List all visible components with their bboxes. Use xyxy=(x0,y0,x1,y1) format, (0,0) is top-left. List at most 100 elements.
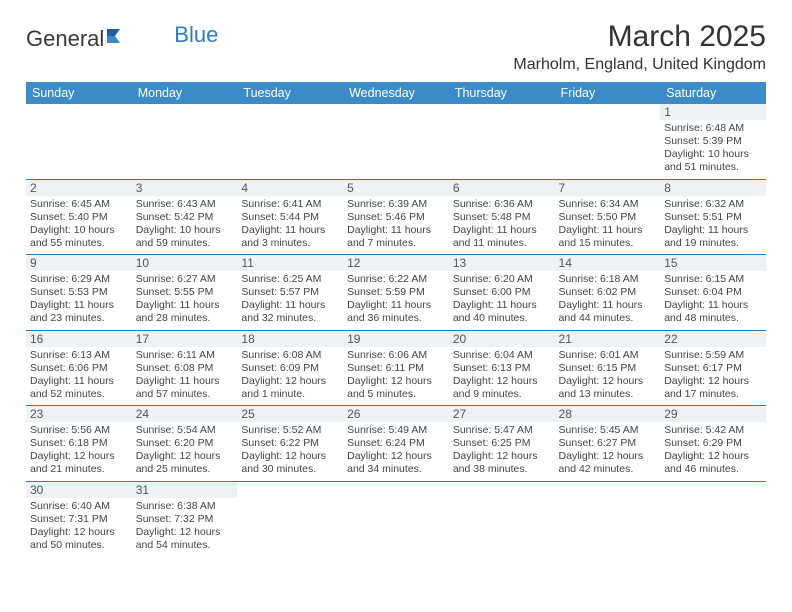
daylight-text: Daylight: 10 hours and 55 minutes. xyxy=(30,224,128,250)
sunrise-text: Sunrise: 6:25 AM xyxy=(241,273,339,286)
sunset-text: Sunset: 6:18 PM xyxy=(30,437,128,450)
day-info: Sunrise: 6:48 AMSunset: 5:39 PMDaylight:… xyxy=(664,122,762,175)
calendar-cell: 20Sunrise: 6:04 AMSunset: 6:13 PMDayligh… xyxy=(449,330,555,406)
sunset-text: Sunset: 5:44 PM xyxy=(241,211,339,224)
daylight-text: Daylight: 12 hours and 1 minute. xyxy=(241,375,339,401)
sunrise-text: Sunrise: 6:34 AM xyxy=(559,198,657,211)
day-number: 21 xyxy=(555,331,661,347)
daylight-text: Daylight: 12 hours and 34 minutes. xyxy=(347,450,445,476)
day-number: 27 xyxy=(449,406,555,422)
sunrise-text: Sunrise: 6:36 AM xyxy=(453,198,551,211)
sunrise-text: Sunrise: 6:18 AM xyxy=(559,273,657,286)
calendar-cell-empty xyxy=(555,481,661,556)
calendar-cell-empty xyxy=(449,104,555,179)
calendar-cell-empty xyxy=(555,104,661,179)
sunrise-text: Sunrise: 6:45 AM xyxy=(30,198,128,211)
calendar-table: Sunday Monday Tuesday Wednesday Thursday… xyxy=(26,82,766,556)
calendar-cell: 12Sunrise: 6:22 AMSunset: 5:59 PMDayligh… xyxy=(343,255,449,331)
day-number: 13 xyxy=(449,255,555,271)
calendar-cell: 31Sunrise: 6:38 AMSunset: 7:32 PMDayligh… xyxy=(132,481,238,556)
day-number: 4 xyxy=(237,180,343,196)
weekday-header-row: Sunday Monday Tuesday Wednesday Thursday… xyxy=(26,82,766,104)
sunrise-text: Sunrise: 6:15 AM xyxy=(664,273,762,286)
daylight-text: Daylight: 10 hours and 59 minutes. xyxy=(136,224,234,250)
sunrise-text: Sunrise: 6:01 AM xyxy=(559,349,657,362)
sunset-text: Sunset: 6:24 PM xyxy=(347,437,445,450)
day-info: Sunrise: 5:54 AMSunset: 6:20 PMDaylight:… xyxy=(136,424,234,477)
daylight-text: Daylight: 12 hours and 54 minutes. xyxy=(136,526,234,552)
sunrise-text: Sunrise: 6:11 AM xyxy=(136,349,234,362)
calendar-cell-empty xyxy=(132,104,238,179)
calendar-cell: 15Sunrise: 6:15 AMSunset: 6:04 PMDayligh… xyxy=(660,255,766,331)
daylight-text: Daylight: 11 hours and 52 minutes. xyxy=(30,375,128,401)
daylight-text: Daylight: 12 hours and 13 minutes. xyxy=(559,375,657,401)
sunrise-text: Sunrise: 5:47 AM xyxy=(453,424,551,437)
calendar-cell-empty xyxy=(449,481,555,556)
day-info: Sunrise: 6:01 AMSunset: 6:15 PMDaylight:… xyxy=(559,349,657,402)
day-info: Sunrise: 5:52 AMSunset: 6:22 PMDaylight:… xyxy=(241,424,339,477)
day-info: Sunrise: 6:18 AMSunset: 6:02 PMDaylight:… xyxy=(559,273,657,326)
day-number: 18 xyxy=(237,331,343,347)
sunrise-text: Sunrise: 6:04 AM xyxy=(453,349,551,362)
day-number: 29 xyxy=(660,406,766,422)
daylight-text: Daylight: 12 hours and 46 minutes. xyxy=(664,450,762,476)
calendar-row: 23Sunrise: 5:56 AMSunset: 6:18 PMDayligh… xyxy=(26,406,766,482)
day-number: 9 xyxy=(26,255,132,271)
day-number: 3 xyxy=(132,180,238,196)
logo: General Blue xyxy=(26,20,218,52)
sunset-text: Sunset: 6:27 PM xyxy=(559,437,657,450)
sunset-text: Sunset: 6:08 PM xyxy=(136,362,234,375)
day-info: Sunrise: 6:43 AMSunset: 5:42 PMDaylight:… xyxy=(136,198,234,251)
weekday-header: Friday xyxy=(555,82,661,104)
location-text: Marholm, England, United Kingdom xyxy=(513,56,766,74)
sunrise-text: Sunrise: 6:48 AM xyxy=(664,122,762,135)
sunrise-text: Sunrise: 6:08 AM xyxy=(241,349,339,362)
sunset-text: Sunset: 5:55 PM xyxy=(136,286,234,299)
day-number: 11 xyxy=(237,255,343,271)
day-info: Sunrise: 6:15 AMSunset: 6:04 PMDaylight:… xyxy=(664,273,762,326)
day-number: 23 xyxy=(26,406,132,422)
weekday-header: Monday xyxy=(132,82,238,104)
day-info: Sunrise: 6:13 AMSunset: 6:06 PMDaylight:… xyxy=(30,349,128,402)
daylight-text: Daylight: 10 hours and 51 minutes. xyxy=(664,148,762,174)
sunset-text: Sunset: 6:20 PM xyxy=(136,437,234,450)
sunset-text: Sunset: 6:02 PM xyxy=(559,286,657,299)
day-info: Sunrise: 6:36 AMSunset: 5:48 PMDaylight:… xyxy=(453,198,551,251)
day-info: Sunrise: 6:06 AMSunset: 6:11 PMDaylight:… xyxy=(347,349,445,402)
day-number: 19 xyxy=(343,331,449,347)
calendar-cell: 30Sunrise: 6:40 AMSunset: 7:31 PMDayligh… xyxy=(26,481,132,556)
day-number: 2 xyxy=(26,180,132,196)
sunset-text: Sunset: 5:39 PM xyxy=(664,135,762,148)
day-number: 16 xyxy=(26,331,132,347)
calendar-cell: 25Sunrise: 5:52 AMSunset: 6:22 PMDayligh… xyxy=(237,406,343,482)
header: General Blue March 2025 Marholm, England… xyxy=(26,20,766,74)
calendar-cell: 5Sunrise: 6:39 AMSunset: 5:46 PMDaylight… xyxy=(343,179,449,255)
calendar-cell: 29Sunrise: 5:42 AMSunset: 6:29 PMDayligh… xyxy=(660,406,766,482)
logo-text-1: General xyxy=(26,26,104,52)
calendar-cell-empty xyxy=(26,104,132,179)
weekday-header: Wednesday xyxy=(343,82,449,104)
day-number: 22 xyxy=(660,331,766,347)
calendar-row: 16 Sunrise: 6:13 AMSunset: 6:06 PMDayligh… xyxy=(26,330,766,406)
sunset-text: Sunset: 5:59 PM xyxy=(347,286,445,299)
daylight-text: Daylight: 11 hours and 44 minutes. xyxy=(559,299,657,325)
calendar-cell: 21 Sunrise: 6:01 AMSunset: 6:15 PMDayligh… xyxy=(555,330,661,406)
sunrise-text: Sunrise: 6:41 AM xyxy=(241,198,339,211)
calendar-row: 30Sunrise: 6:40 AMSunset: 7:31 PMDayligh… xyxy=(26,481,766,556)
day-number: 30 xyxy=(26,482,132,498)
sunset-text: Sunset: 6:04 PM xyxy=(664,286,762,299)
day-number: 24 xyxy=(132,406,238,422)
calendar-row: 9Sunrise: 6:29 AMSunset: 5:53 PMDaylight… xyxy=(26,255,766,331)
sunset-text: Sunset: 5:57 PM xyxy=(241,286,339,299)
calendar-body: 1Sunrise: 6:48 AMSunset: 5:39 PMDaylight… xyxy=(26,104,766,556)
calendar-cell: 28Sunrise: 5:45 AMSunset: 6:27 PMDayligh… xyxy=(555,406,661,482)
day-info: Sunrise: 5:49 AMSunset: 6:24 PMDaylight:… xyxy=(347,424,445,477)
sunset-text: Sunset: 5:50 PM xyxy=(559,211,657,224)
calendar-cell: 23Sunrise: 5:56 AMSunset: 6:18 PMDayligh… xyxy=(26,406,132,482)
calendar-cell: 7Sunrise: 6:34 AMSunset: 5:50 PMDaylight… xyxy=(555,179,661,255)
day-number: 31 xyxy=(132,482,238,498)
calendar-cell: 11Sunrise: 6:25 AMSunset: 5:57 PMDayligh… xyxy=(237,255,343,331)
calendar-cell-empty xyxy=(237,104,343,179)
sunset-text: Sunset: 6:22 PM xyxy=(241,437,339,450)
day-info: Sunrise: 6:20 AMSunset: 6:00 PMDaylight:… xyxy=(453,273,551,326)
